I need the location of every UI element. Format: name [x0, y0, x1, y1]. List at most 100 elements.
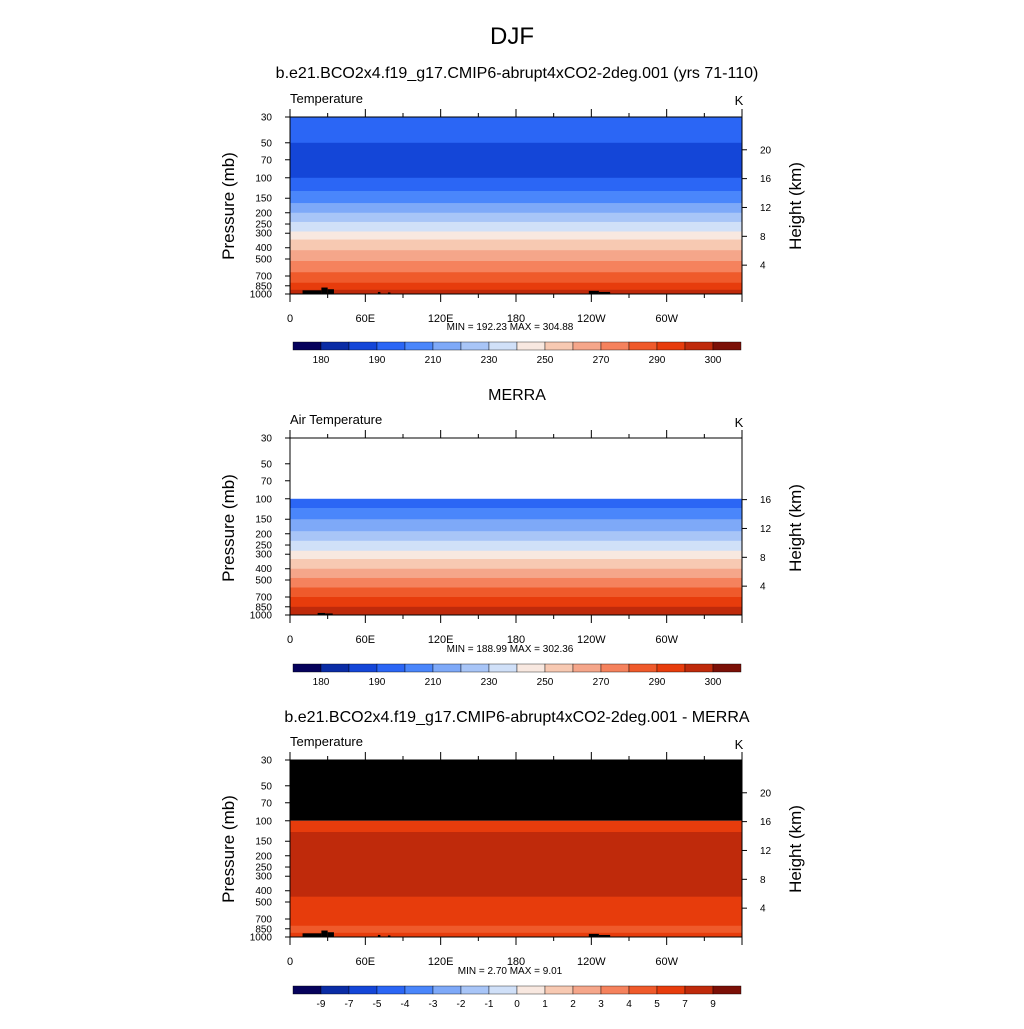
- contour-band: [290, 272, 742, 284]
- colorbar-swatch: [348, 985, 378, 995]
- contour-band: [290, 221, 742, 233]
- colorbar-label: 7: [682, 999, 688, 1010]
- y-tick-label: 700: [255, 271, 272, 282]
- terrain-mask: [321, 287, 328, 294]
- contour-band: [290, 540, 742, 552]
- colorbar-label: 0: [514, 999, 520, 1010]
- y-tick-label: 1000: [250, 611, 273, 622]
- colorbar-swatch: [404, 663, 434, 673]
- colorbar-swatch: [572, 341, 602, 351]
- colorbar-label: 210: [425, 677, 442, 688]
- colorbar-swatch: [432, 663, 462, 673]
- colorbar-label: 180: [313, 677, 330, 688]
- colorbar-swatch: [684, 341, 714, 351]
- y-tick-label: 1000: [250, 290, 273, 301]
- missing-data-region: [290, 760, 742, 821]
- colorbar-swatch: [600, 663, 630, 673]
- colorbar-label: -5: [373, 999, 382, 1010]
- stats-label: MIN = 2.70 MAX = 9.01: [458, 966, 563, 977]
- panel-model: b.e21.BCO2x4.f19_g17.CMIP6-abrupt4xCO2-2…: [219, 65, 805, 366]
- panel-merra: MERRA Air Temperature K Pressure (mb) He…: [219, 387, 805, 688]
- height-tick-label: 20: [760, 788, 772, 799]
- height-tick-label: 16: [760, 495, 772, 506]
- colorbar-label: 180: [313, 355, 330, 366]
- colorbar-label: 5: [654, 999, 660, 1010]
- y-tick-label: 300: [255, 872, 272, 883]
- colorbar-swatch: [376, 985, 406, 995]
- colorbar-label: -3: [429, 999, 438, 1010]
- terrain-mask: [327, 932, 334, 937]
- y-tick-label: 200: [255, 208, 272, 219]
- y-axis-right-title: Height (km): [786, 484, 805, 572]
- y-tick-label: 100: [255, 494, 272, 505]
- colorbar-label: 2: [570, 999, 576, 1010]
- contour-band: [290, 519, 742, 532]
- main-title: DJF: [490, 23, 534, 50]
- contour-band: [290, 932, 742, 938]
- x-tick-label: 120E: [428, 313, 454, 325]
- y-tick-label: 700: [255, 914, 272, 925]
- y-tick-label: 200: [255, 851, 272, 862]
- colorbar-swatch: [376, 341, 406, 351]
- colorbar-label: 3: [598, 999, 604, 1010]
- height-tick-label: 8: [760, 875, 766, 886]
- y-tick-label: 70: [261, 155, 273, 166]
- y-tick-label: 300: [255, 550, 272, 561]
- colorbar-swatch: [656, 341, 686, 351]
- y-axis-right-title: Height (km): [786, 805, 805, 893]
- contour-band: [290, 550, 742, 560]
- colorbar-label: -4: [401, 999, 410, 1010]
- stats-label: MIN = 192.23 MAX = 304.88: [447, 322, 574, 333]
- terrain-mask: [302, 933, 322, 937]
- colorbar-swatch: [292, 663, 322, 673]
- contour-band: [290, 596, 742, 608]
- x-tick-label: 120E: [428, 634, 454, 646]
- colorbar-swatch: [292, 341, 322, 351]
- x-tick-label: 60E: [356, 956, 376, 968]
- y-tick-label: 150: [255, 837, 272, 848]
- colorbar-swatch: [460, 341, 490, 351]
- contour-band: [290, 559, 742, 570]
- y-tick-label: 500: [255, 255, 272, 266]
- colorbar-swatch: [628, 341, 658, 351]
- x-tick-label: 180: [507, 313, 525, 325]
- colorbar-swatch: [656, 663, 686, 673]
- colorbar-swatch: [544, 985, 574, 995]
- contour-band: [290, 925, 742, 934]
- x-tick-label: 0: [287, 634, 293, 646]
- colorbar-swatch: [684, 985, 714, 995]
- terrain-mask: [325, 613, 333, 615]
- contour-band: [290, 896, 742, 927]
- y-tick-label: 100: [255, 173, 272, 184]
- colorbar-label: 210: [425, 355, 442, 366]
- y-tick-label: 30: [261, 756, 273, 767]
- stats-label: MIN = 188.99 MAX = 302.36: [447, 644, 574, 655]
- colorbar-swatch: [348, 341, 378, 351]
- colorbar-swatch: [320, 985, 350, 995]
- panel-difference: b.e21.BCO2x4.f19_g17.CMIP6-abrupt4xCO2-2…: [219, 709, 805, 1010]
- height-tick-label: 16: [760, 817, 772, 828]
- x-tick-label: 120E: [428, 956, 454, 968]
- colorbar-label: 270: [593, 355, 610, 366]
- x-tick-label: 60W: [655, 313, 678, 325]
- contour-band: [290, 212, 742, 223]
- contour-band: [290, 577, 742, 589]
- x-tick-label: 120W: [577, 313, 606, 325]
- colorbar-label: 300: [705, 677, 722, 688]
- colorbar-label: 270: [593, 677, 610, 688]
- colorbar-swatch: [404, 985, 434, 995]
- colorbar-swatch: [600, 985, 630, 995]
- contour-band: [290, 177, 742, 192]
- terrain-mask: [327, 289, 334, 294]
- contour-band: [290, 507, 742, 520]
- y-tick-label: 100: [255, 816, 272, 827]
- y-axis-title: Pressure (mb): [219, 152, 238, 260]
- terrain-mask: [598, 291, 611, 294]
- y-tick-label: 850: [255, 602, 272, 613]
- colorbar-swatch: [348, 663, 378, 673]
- y-tick-label: 850: [255, 924, 272, 935]
- colorbar-swatch: [432, 985, 462, 995]
- colorbar-swatch: [516, 985, 546, 995]
- panel-title: b.e21.BCO2x4.f19_g17.CMIP6-abrupt4xCO2-2…: [276, 65, 759, 82]
